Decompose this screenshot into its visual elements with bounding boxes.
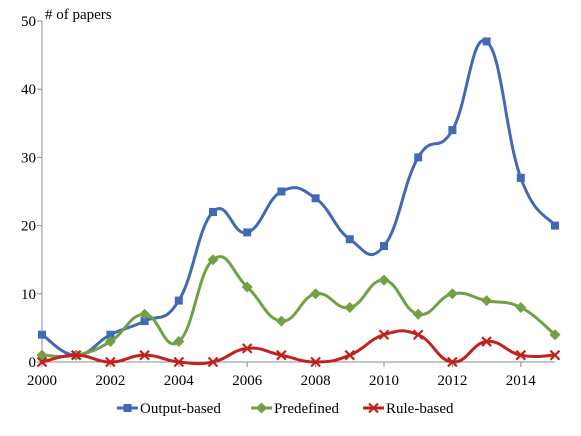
y-tick-label: 0	[29, 355, 37, 371]
data-point	[276, 349, 287, 361]
data-point	[515, 301, 527, 313]
data-point	[105, 356, 116, 368]
x-tick-label: 2012	[437, 373, 467, 389]
data-point	[38, 330, 46, 339]
data-point	[515, 349, 527, 361]
data-point	[209, 207, 217, 216]
data-point	[414, 153, 423, 162]
legend-label: Rule-based	[386, 401, 454, 417]
y-tick-label: 40	[21, 82, 36, 98]
data-point	[207, 356, 219, 368]
data-point	[447, 356, 458, 368]
data-point	[174, 296, 183, 305]
x-tick-label: 2010	[369, 373, 399, 389]
data-point	[277, 187, 286, 196]
data-point	[106, 330, 115, 339]
data-point	[549, 329, 561, 341]
data-point	[344, 301, 356, 313]
data-point	[481, 336, 492, 347]
data-point	[551, 221, 559, 230]
data-point	[275, 315, 287, 327]
data-point	[481, 295, 493, 307]
x-tick-label: 2006	[232, 373, 263, 389]
data-point	[104, 336, 116, 348]
data-point	[482, 37, 491, 46]
data-point	[173, 336, 185, 348]
legend-item: Rule-based	[363, 401, 454, 417]
data-point	[243, 228, 252, 237]
data-point	[173, 356, 185, 368]
x-tick-label: 2000	[27, 373, 57, 389]
series-rule-based	[36, 329, 561, 368]
legend-item: Output-based	[117, 401, 221, 417]
legend-swatch-marker	[123, 404, 132, 412]
legend-item: Predefined	[251, 401, 339, 417]
data-point	[140, 317, 149, 326]
legend-swatch-marker	[368, 402, 379, 414]
data-point	[70, 349, 82, 361]
legend-label: Output-based	[140, 401, 221, 417]
data-point	[139, 308, 151, 320]
data-point	[412, 329, 424, 340]
data-point	[310, 356, 321, 368]
data-point	[448, 126, 457, 135]
data-point	[344, 349, 356, 361]
data-point	[36, 356, 48, 368]
series-line	[41, 329, 556, 366]
x-tick-label: 2004	[164, 373, 195, 389]
data-point	[380, 242, 388, 251]
tick-labels: 0 10 20 30 40 50 2000 2002 2004 2006 2008 2010 2012 2…	[21, 14, 536, 389]
data-point	[549, 349, 561, 361]
data-point	[378, 329, 390, 340]
legend: Output-based Predefined Rule-based	[117, 401, 454, 417]
data-point	[345, 235, 354, 244]
series-line	[41, 255, 556, 358]
data-point	[207, 254, 219, 266]
data-point	[241, 281, 253, 293]
data-point	[516, 173, 525, 182]
data-point	[446, 288, 458, 300]
legend-swatch-marker	[256, 402, 267, 414]
y-tick-label: 50	[21, 14, 36, 30]
x-tick-label: 2002	[95, 373, 125, 389]
y-axis-label: # of papers	[45, 7, 112, 23]
data-point	[310, 288, 322, 300]
y-tick-label: 10	[21, 287, 36, 303]
data-point	[412, 308, 424, 320]
legend-label: Predefined	[274, 401, 339, 417]
data-point	[241, 343, 253, 354]
data-point	[311, 194, 320, 203]
y-tick-label: 30	[21, 150, 36, 166]
series-layer	[36, 37, 561, 368]
x-tick-label: 2014	[506, 373, 537, 389]
data-point	[139, 349, 150, 361]
data-point	[378, 274, 390, 286]
y-tick-label: 20	[21, 219, 36, 235]
axes	[37, 20, 555, 367]
x-tick-label: 2008	[301, 373, 331, 389]
